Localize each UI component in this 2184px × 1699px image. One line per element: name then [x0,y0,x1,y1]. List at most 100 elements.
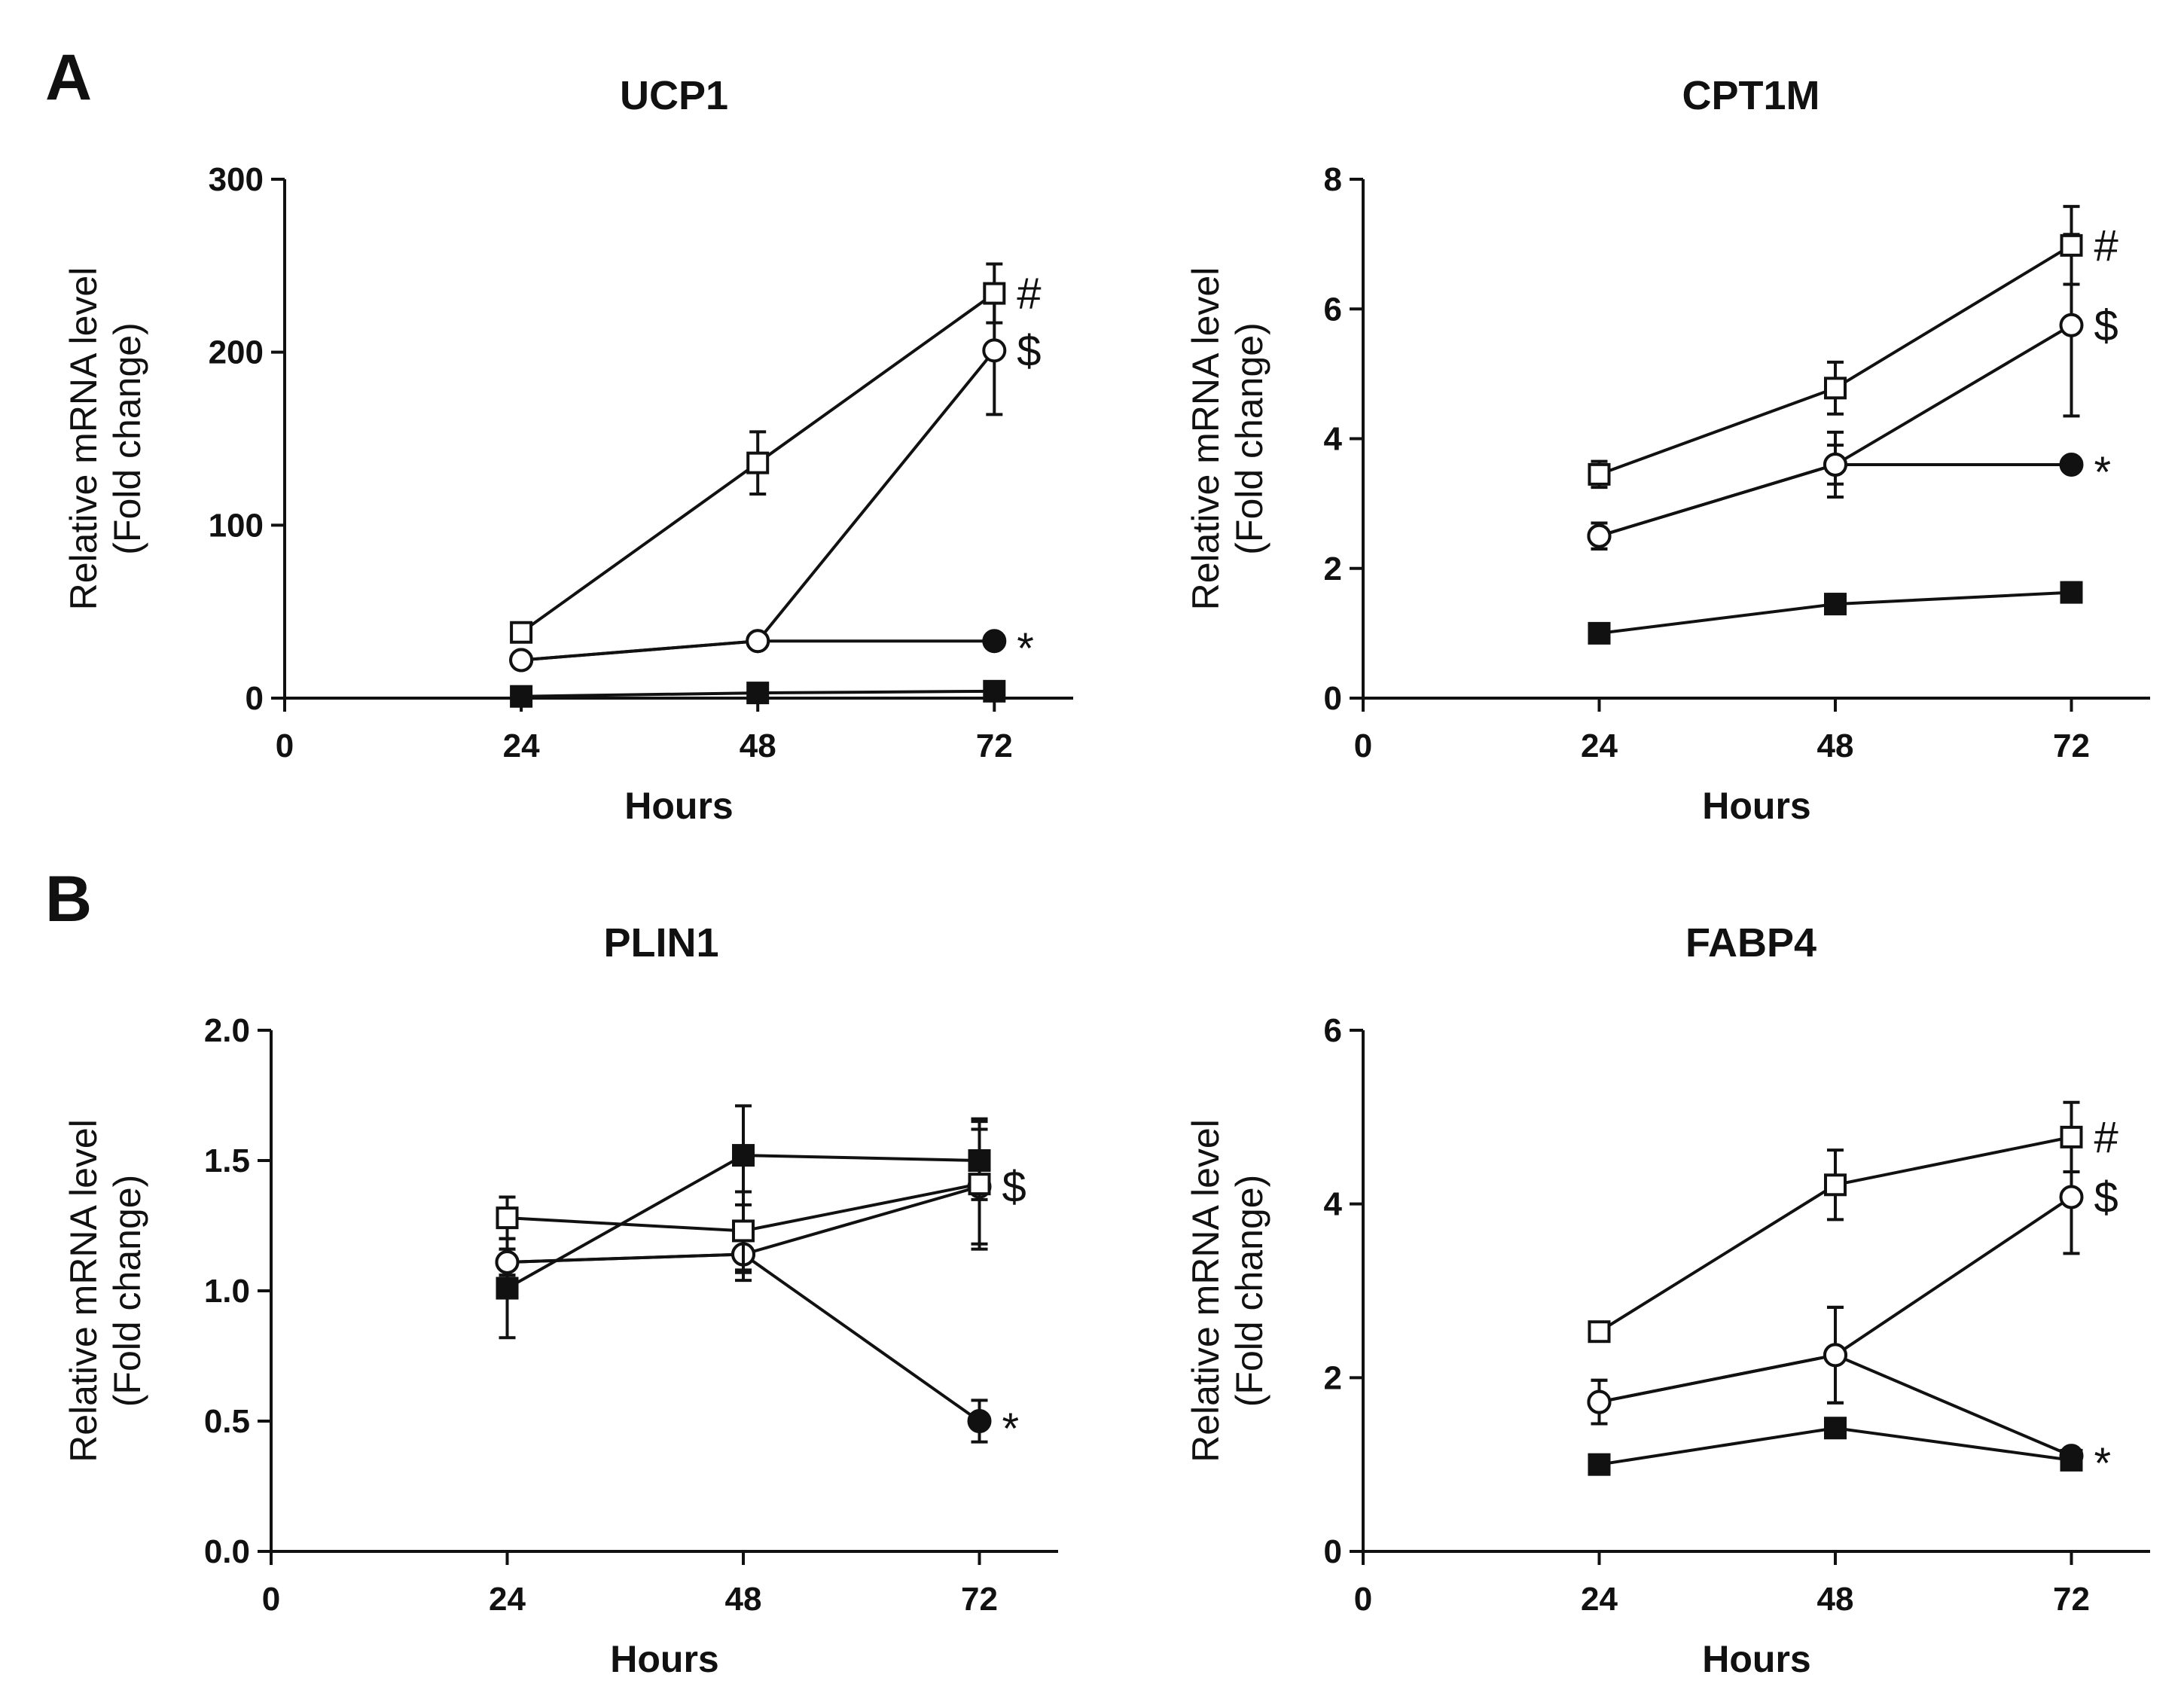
x-axis-title: Hours [1702,785,1810,827]
x-tick-label: 48 [725,1581,762,1618]
x-tick-label: 24 [1581,1581,1618,1618]
data-point [1823,452,1847,477]
x-tick-label: 72 [976,727,1013,764]
x-tick-label: 24 [503,727,540,764]
data-point [1824,377,1847,400]
data-point [510,621,533,644]
significance-annotation: * [2094,448,2112,497]
data-point [2059,1444,2084,1469]
data-point [1824,593,1847,616]
data-point [1588,1453,1611,1476]
data-point [496,1206,519,1230]
data-point [1588,621,1611,645]
data-point [509,648,534,673]
y-tick-label: 4 [1324,1186,1343,1223]
x-tick-label: 48 [740,727,776,764]
series-filled-circle: * [1587,444,2112,551]
panel-label-b: B [45,863,92,935]
data-point [1588,1320,1611,1344]
data-point [982,629,1007,654]
data-point [967,1409,992,1433]
chart-title: PLIN1 [603,920,718,965]
chart-title: FABP4 [1685,920,1816,965]
x-tick-label: 0 [1354,1581,1372,1618]
data-point [496,1277,519,1300]
data-point [983,679,1006,703]
y-tick-label: 0 [1324,680,1342,717]
y-tick-label: 200 [209,334,264,371]
series-line [520,349,996,662]
y-axis-title-line: (Fold change) [106,1175,148,1408]
data-point [968,1173,991,1196]
significance-annotation: * [2094,1439,2112,1488]
y-axis-title-line: Relative mRNA level [1185,267,1227,611]
y-tick-label: 2.0 [204,1012,250,1049]
series-filled-square [1588,1417,2083,1476]
series-open-circle: $ [1587,1139,2118,1426]
series-open-square: # [1588,1100,2118,1344]
data-point [746,451,770,474]
y-tick-label: 4 [1324,421,1343,458]
series-filled-square [510,679,1006,708]
y-axis-title: Relative mRNA level(Fold change) [1185,267,1270,611]
data-point [2060,233,2083,257]
series-filled-circle: * [495,1234,1020,1453]
series-open-square: # [510,262,1042,644]
chart-title: UCP1 [620,73,728,118]
y-tick-label: 6 [1324,1012,1342,1049]
x-tick-label: 48 [1817,1581,1854,1618]
significance-annotation: $ [2094,1173,2118,1222]
y-axis-title-line: Relative mRNA level [1185,1119,1227,1463]
y-tick-label: 8 [1324,161,1342,198]
data-point [983,282,1006,305]
significance-annotation: # [1017,270,1041,319]
data-point [1824,1417,1847,1440]
y-tick-label: 1.0 [204,1273,250,1310]
data-point [2060,581,2083,604]
data-point [1587,1389,1612,1414]
y-axis-title-line: Relative mRNA level [63,267,105,611]
data-point [1823,1343,1847,1368]
chart-plin1: PLIN1 0.0 0.5 1.0 1.5 2.0 0 24 48 72 Hours Relative… [63,920,1058,1680]
significance-annotation: $ [1017,326,1041,375]
y-tick-label: 2 [1324,1359,1342,1396]
series-open-square: # [1588,205,2118,490]
y-tick-label: 0 [1324,1533,1342,1570]
data-point [2059,1185,2084,1209]
y-tick-label: 300 [209,161,264,198]
y-axis-title-line: (Fold change) [1228,1175,1270,1408]
data-point [746,629,770,654]
significance-annotation: # [2094,221,2118,270]
series-open-circle: $ [509,285,1042,673]
y-axis-title-line: (Fold change) [106,322,148,555]
series-line [1598,324,2073,538]
y-axis-title-line: (Fold change) [1228,322,1270,555]
x-tick-label: 24 [1581,727,1618,764]
data-point [2059,452,2084,477]
y-tick-label: 0 [246,680,264,717]
series-filled-circle: * [1587,1305,2112,1488]
x-tick-label: 0 [262,1581,280,1618]
x-tick-label: 72 [961,1581,998,1618]
data-point [495,1249,520,1274]
data-point [982,338,1007,363]
series-open-circle: $ [1587,233,2118,551]
x-tick-label: 24 [489,1581,526,1618]
data-point [1588,462,1611,486]
y-tick-label: 0.5 [204,1403,250,1440]
data-point [2060,1125,2083,1148]
x-tick-label: 48 [1817,727,1854,764]
chart-title: CPT1M [1682,73,1819,118]
data-point [732,1144,755,1167]
data-point [2059,313,2084,337]
significance-annotation: * [1002,1405,1020,1453]
chart-ucp1: UCP1 0 100 200 300 0 24 48 72 Hours Relative mRNA … [63,73,1073,827]
panel-label-a: A [45,41,92,114]
y-tick-label: 100 [209,507,264,544]
y-axis-title-line: Relative mRNA level [63,1119,105,1463]
y-tick-label: 6 [1324,291,1342,328]
x-tick-label: 0 [276,727,294,764]
